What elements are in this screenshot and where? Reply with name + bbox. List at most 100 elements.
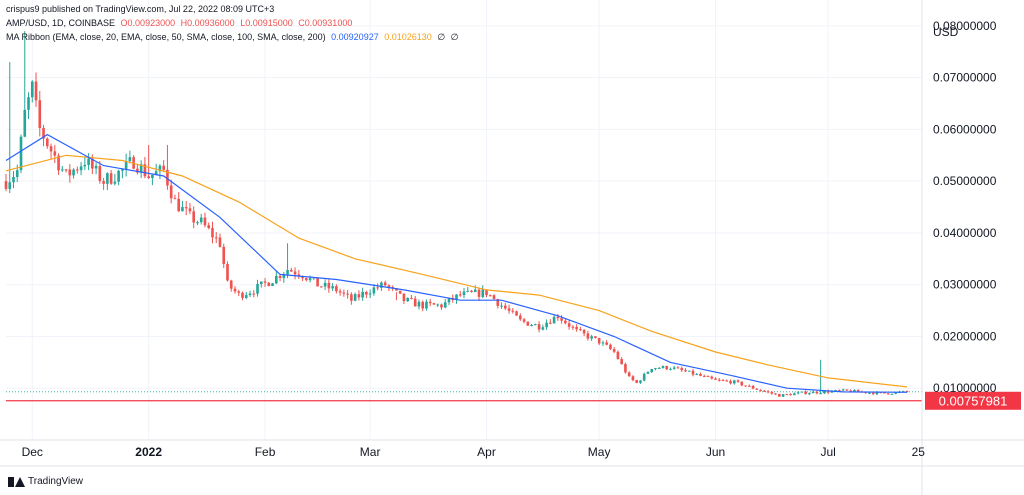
candle-body — [226, 264, 229, 281]
candle-body — [781, 394, 785, 397]
candle-body — [147, 176, 150, 178]
candle-body — [45, 138, 49, 147]
candle-body — [72, 169, 75, 176]
candle-body — [500, 305, 503, 307]
candle-body — [425, 301, 428, 309]
candle-body — [458, 294, 462, 296]
candle-body — [695, 374, 699, 376]
candle-body — [800, 391, 804, 393]
open-value: O0.00923000 — [120, 18, 176, 28]
ma200-value: ∅ — [450, 32, 459, 42]
candle-body — [496, 299, 500, 306]
candle-body — [368, 293, 372, 295]
candle-body — [151, 174, 154, 178]
candle-body — [421, 301, 425, 309]
candle-body — [534, 324, 537, 326]
candle-body — [15, 170, 19, 177]
candle-body — [68, 169, 72, 176]
candle-body — [64, 169, 68, 171]
candle-body — [609, 344, 612, 350]
candle-body — [402, 293, 406, 302]
candle-body — [19, 136, 23, 171]
candle-body — [259, 281, 263, 285]
candle-body — [774, 393, 777, 395]
candle-body — [252, 293, 256, 295]
candle-body — [211, 228, 214, 238]
candle-body — [564, 320, 567, 324]
candle-body — [725, 380, 729, 382]
candle-body — [871, 392, 875, 395]
support-line-group: 0.00757981 — [6, 391, 1021, 410]
candle-body — [853, 390, 856, 393]
candle-body — [432, 303, 436, 305]
candle-body — [654, 368, 657, 370]
candle-body — [308, 278, 312, 281]
candle-body — [357, 294, 361, 298]
publish-info: crispus9 published on TradingView.com, J… — [6, 4, 277, 14]
candle-body — [327, 282, 331, 289]
candle-body — [751, 385, 755, 389]
candle-body — [515, 311, 518, 316]
candle-body — [650, 369, 654, 373]
tradingview-brand[interactable]: TradingView — [8, 476, 83, 487]
candle-body — [883, 392, 886, 394]
candle-body — [128, 157, 132, 162]
candle-body — [579, 329, 582, 331]
candle-body — [34, 81, 38, 101]
indicator-legend[interactable]: MA Ribbon (EMA, close, 20, EMA, close, 5… — [6, 32, 462, 43]
candle-body — [263, 281, 267, 283]
candle-body — [811, 391, 815, 394]
candle-body — [237, 291, 241, 293]
currency-label: USD — [933, 25, 959, 39]
candle-body — [680, 368, 684, 371]
candle-body — [590, 336, 593, 339]
candle-body — [627, 372, 631, 377]
candle-body — [488, 295, 492, 297]
candle-body — [770, 392, 774, 394]
x-tick-label: Feb — [255, 445, 276, 459]
candle-body — [350, 294, 353, 301]
candle-body — [856, 390, 860, 392]
candle-body — [503, 305, 507, 309]
candle-body — [102, 180, 105, 184]
y-tick-label: 0.03000000 — [933, 278, 997, 292]
x-tick-label: Mar — [360, 445, 381, 459]
candle-body — [612, 349, 616, 352]
candle-body — [316, 277, 319, 287]
candle-body — [552, 316, 556, 324]
candle-body — [218, 237, 222, 247]
close-value: C0.00931000 — [298, 18, 353, 28]
candle-body — [702, 375, 706, 377]
symbol-label: AMP/USD, 1D, COINBASE — [6, 18, 116, 28]
candle-body — [335, 286, 338, 292]
candle-body — [763, 390, 766, 392]
candle-body — [192, 211, 196, 223]
candle-body — [60, 169, 64, 171]
candle-body — [113, 181, 117, 184]
candle-body — [267, 282, 271, 287]
candle-body — [372, 287, 376, 294]
candle-body — [732, 380, 736, 384]
candle-body — [222, 246, 226, 265]
ma20-value: 0.00920927 — [331, 32, 379, 42]
candle-body — [518, 315, 522, 320]
candle-body — [289, 269, 293, 272]
candle-body — [241, 292, 244, 298]
candle-body — [305, 278, 308, 281]
candle-body — [53, 151, 57, 156]
ohlc-legend: AMP/USD, 1D, COINBASE O0.00923000 H0.009… — [6, 18, 355, 28]
candle-body — [530, 325, 533, 327]
candle-body — [109, 173, 113, 184]
candle-body — [759, 389, 762, 391]
candle-body — [162, 165, 165, 170]
candle-body — [710, 376, 714, 379]
candle-body — [669, 368, 672, 370]
candle-body — [173, 198, 177, 200]
candle-body — [868, 392, 871, 394]
candle-body — [94, 165, 98, 169]
candle-body — [184, 207, 188, 209]
candle-body — [537, 324, 541, 330]
x-tick-label: 2022 — [135, 445, 162, 459]
candle-body — [714, 378, 717, 380]
